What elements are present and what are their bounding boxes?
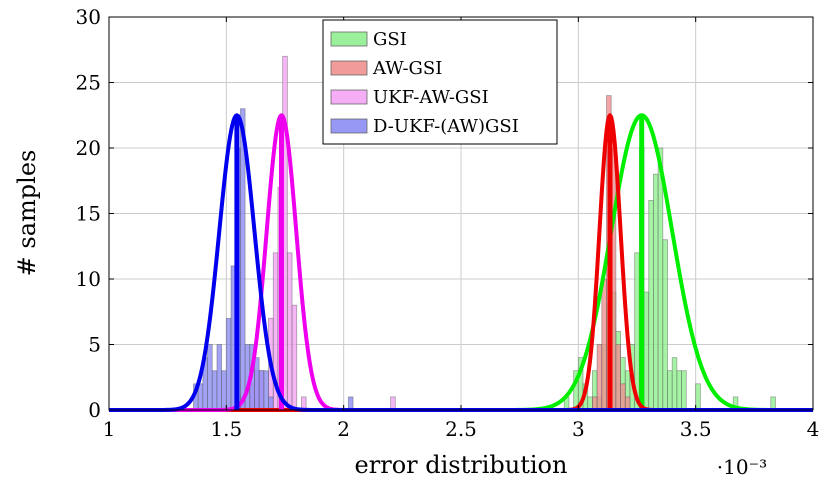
x-tick-label: 3: [572, 417, 585, 441]
histogram-bar: [225, 317, 232, 411]
x-tick-label: 1: [103, 417, 116, 441]
histogram-bar: [681, 370, 687, 411]
x-axis-scale-label: ·10⁻³: [717, 455, 767, 479]
histogram-bar: [263, 370, 269, 411]
histogram-bar: [667, 370, 673, 411]
legend-label: D-UKF-(AW)GSI: [373, 116, 519, 137]
histogram-bar: [207, 344, 213, 411]
histogram-bar: [615, 344, 621, 411]
histogram-bar: [662, 239, 668, 411]
histogram-bar: [643, 291, 650, 411]
histogram-bar: [291, 304, 298, 411]
histogram-bar: [596, 344, 603, 411]
legend-label: AW-GSI: [372, 58, 442, 79]
x-tick-label: 2: [337, 417, 350, 441]
histogram-bar: [286, 252, 293, 411]
histogram-bar: [657, 147, 664, 411]
legend-swatch: [330, 60, 368, 76]
histogram-bar: [258, 370, 265, 411]
legend-swatch: [330, 89, 368, 105]
legend-swatch: [330, 31, 368, 47]
x-axis-label: error distribution: [355, 451, 568, 479]
legend: GSI AW-GSI UKF-AW-GSI D-UKF-(AW)GSI: [322, 19, 558, 145]
y-tick-label: 20: [76, 136, 101, 160]
histogram-bar: [671, 357, 678, 411]
y-tick-label: 0: [88, 398, 101, 422]
legend-label: GSI: [373, 29, 407, 50]
x-tick-label: 4: [807, 417, 820, 441]
histogram-bar: [211, 370, 218, 411]
x-tick-label: 1.5: [210, 417, 242, 441]
y-tick-label: 30: [76, 5, 101, 29]
y-tick-label: 25: [76, 71, 101, 95]
histogram-bar: [620, 383, 626, 411]
histogram-bar: [676, 370, 682, 411]
y-tick-label: 5: [88, 333, 101, 357]
histogram-bar: [695, 383, 701, 411]
y-tick-label: 15: [76, 202, 101, 226]
histogram-bar: [216, 344, 223, 411]
y-tick-label: 10: [76, 267, 101, 291]
histogram-bar: [221, 370, 227, 411]
legend-label: UKF-AW-GSI: [373, 87, 489, 108]
histogram-bar: [601, 278, 607, 411]
histogram-bar: [254, 357, 260, 411]
x-tick-label: 2.5: [445, 417, 477, 441]
histogram-bar: [648, 199, 654, 411]
legend-swatch: [330, 118, 368, 134]
histogram-bar: [653, 173, 659, 411]
x-tick-label: 3.5: [680, 417, 712, 441]
axis-ticks: 1 1.5 2 2.5 3 3.5 4 0 5 10 15 20 25 30: [76, 5, 820, 441]
y-axis-label: # samples: [13, 150, 41, 277]
